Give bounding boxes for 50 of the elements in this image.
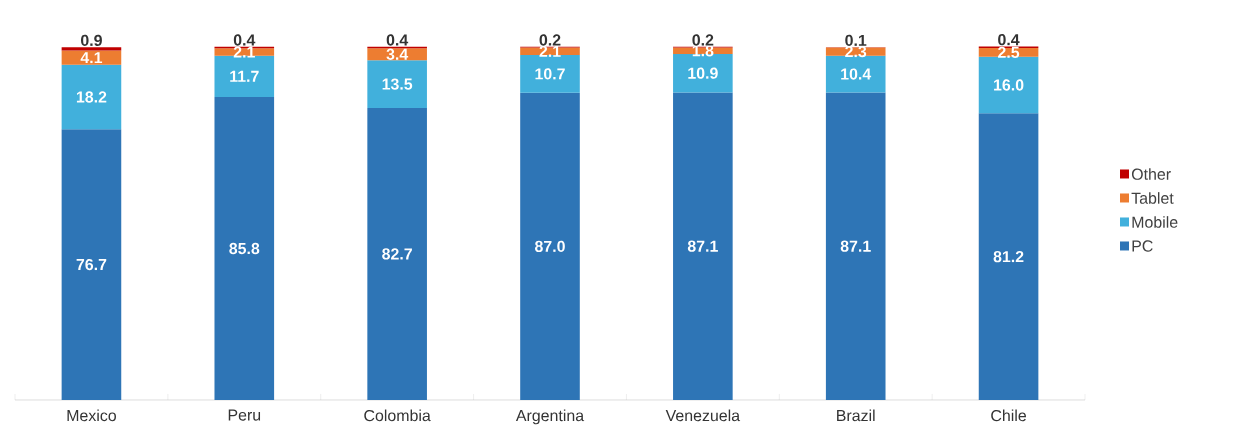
data-label: 87.0 bbox=[534, 240, 565, 253]
bar bbox=[61, 64, 122, 130]
legend-label: PC bbox=[1132, 240, 1153, 252]
data-label: 16.0 bbox=[994, 79, 1024, 91]
x-tick-label: Mexico bbox=[67, 409, 116, 422]
data-label: 10.9 bbox=[688, 67, 718, 79]
bar bbox=[825, 92, 886, 400]
x-tick-label: Colombia bbox=[364, 409, 431, 422]
bar bbox=[367, 107, 427, 400]
legend-label: Other bbox=[1131, 168, 1171, 180]
legend-label: Tablet bbox=[1131, 192, 1174, 204]
bar bbox=[367, 60, 427, 108]
bar bbox=[978, 56, 1039, 114]
bar bbox=[61, 50, 122, 65]
data-label: 2.5 bbox=[998, 46, 1020, 58]
x-tick-label: Argentina bbox=[515, 409, 585, 425]
bar bbox=[61, 47, 122, 51]
data-label: 0.9 bbox=[80, 34, 102, 47]
data-label: 3.4 bbox=[386, 48, 409, 60]
x-tick-label: Chile bbox=[991, 409, 1027, 422]
data-label: 0.4 bbox=[233, 34, 256, 46]
data-label: 13.5 bbox=[382, 78, 413, 90]
data-label: 81.2 bbox=[993, 250, 1024, 263]
x-tick-label: Venezuela bbox=[665, 409, 741, 422]
data-label: 2.1 bbox=[539, 45, 561, 57]
data-label: 85.8 bbox=[229, 242, 260, 255]
x-tick-label: Brazil bbox=[837, 409, 875, 422]
data-label: 82.7 bbox=[382, 248, 412, 260]
bar bbox=[978, 113, 1039, 400]
legend-label: Mobile bbox=[1132, 216, 1178, 228]
data-label: 87.1 bbox=[687, 240, 718, 252]
bar bbox=[825, 47, 886, 56]
data-label: 11.7 bbox=[230, 70, 259, 82]
data-label: 0.4 bbox=[386, 34, 409, 46]
data-label: 0.1 bbox=[845, 34, 867, 47]
x-tick-label: Peru bbox=[228, 409, 261, 421]
data-label: 76.7 bbox=[76, 258, 107, 271]
bar bbox=[214, 97, 275, 400]
bar bbox=[61, 129, 122, 400]
bar bbox=[673, 92, 733, 400]
data-label: 4.1 bbox=[80, 52, 103, 64]
data-label: 10.7 bbox=[535, 68, 565, 80]
data-label: 87.1 bbox=[840, 240, 871, 252]
data-label: 0.2 bbox=[692, 34, 714, 46]
data-label: 18.2 bbox=[76, 91, 107, 103]
data-label: 0.4 bbox=[998, 34, 1020, 46]
bar bbox=[520, 92, 580, 400]
data-label: 10.4 bbox=[841, 68, 872, 80]
data-label: 0.2 bbox=[539, 34, 561, 46]
data-label: 2.1 bbox=[233, 46, 255, 58]
